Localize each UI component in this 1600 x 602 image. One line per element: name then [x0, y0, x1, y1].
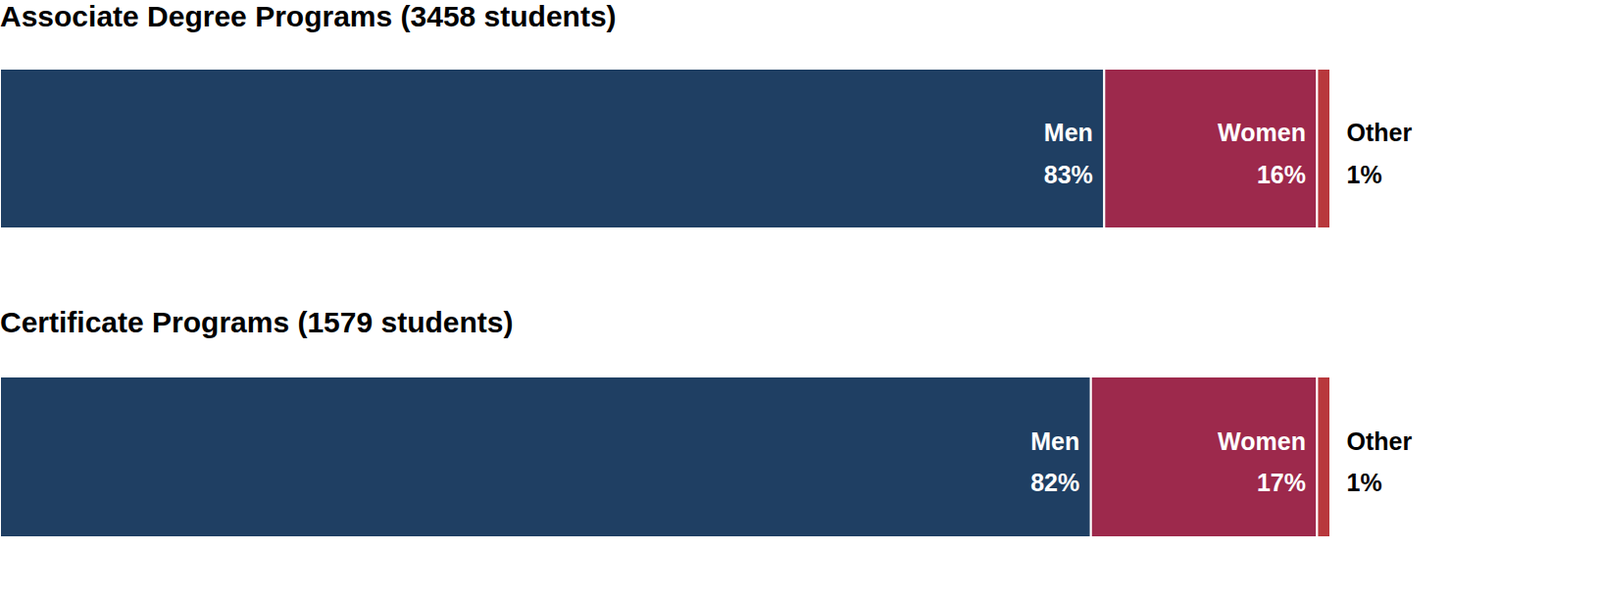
svg-text:Other1%: Other1% [1347, 427, 1413, 498]
svg-text:Men82%: Men82% [1030, 427, 1080, 498]
svg-text:Other1%: Other1% [1347, 118, 1413, 189]
svg-text:Men83%: Men83% [1044, 118, 1094, 189]
svg-text:Women16%: Women16% [1217, 118, 1306, 189]
html-text:Associate Degree Programs (345: Associate Degree Programs (3458 students… [0, 0, 617, 33]
svg-text:Women17%: Women17% [1217, 427, 1306, 498]
html-text:Certificate Programs (1579 stu: Certificate Programs (1579 students) [0, 305, 514, 339]
